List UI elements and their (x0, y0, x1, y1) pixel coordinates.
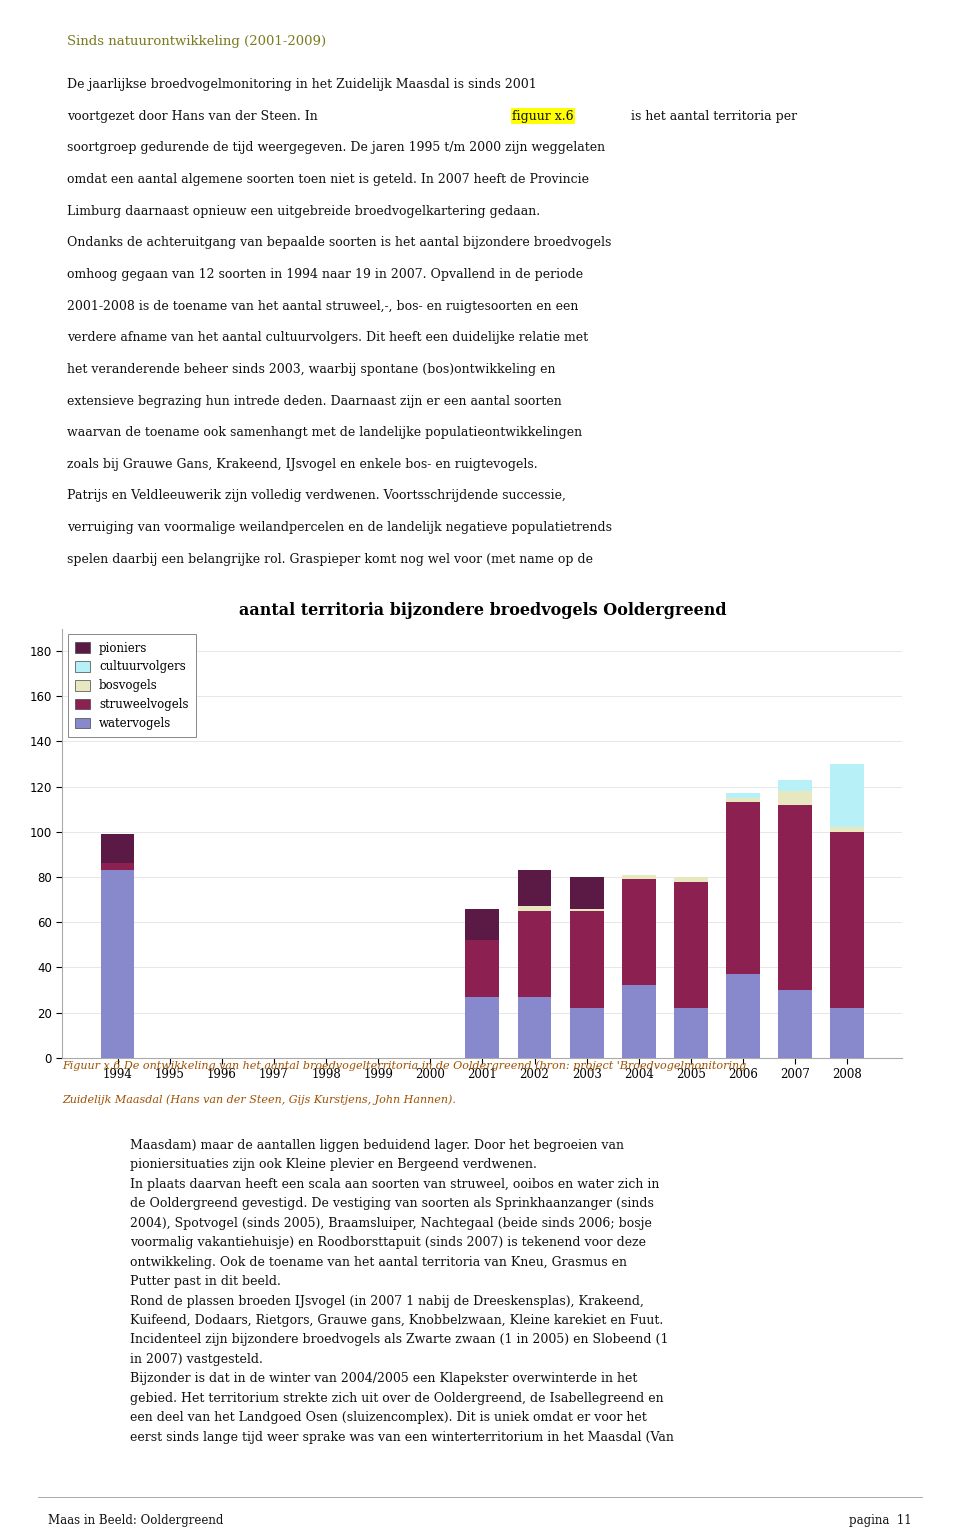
Bar (830, 828, 864, 832)
Text: Rond de plassen broeden IJsvogel (in 2007 1 nabij de Dreeskensplas), Krakeend,: Rond de plassen broeden IJsvogel (in 200… (130, 1294, 643, 1308)
Bar (726, 973, 760, 1058)
Text: zoals bij Grauwe Gans, Krakeend, IJsvogel en enkele bos- en ruigtevogels.: zoals bij Grauwe Gans, Krakeend, IJsvoge… (67, 458, 538, 471)
Bar (830, 832, 864, 1009)
Text: pioniersituaties zijn ook Kleine plevier en Bergeend verdwenen.: pioniersituaties zijn ook Kleine plevier… (130, 1159, 537, 1171)
Text: de Ooldergreend gevestigd. De vestiging van soorten als Sprinkhaanzanger (sinds: de Ooldergreend gevestigd. De vestiging … (130, 1197, 654, 1211)
Bar (726, 799, 760, 802)
Text: Ondanks de achteruitgang van bepaalde soorten is het aantal bijzondere broedvoge: Ondanks de achteruitgang van bepaalde so… (67, 236, 612, 250)
Text: In plaats daarvan heeft een scala aan soorten van struweel, ooibos en water zich: In plaats daarvan heeft een scala aan so… (130, 1177, 659, 1191)
Bar (622, 875, 656, 880)
Bar (466, 909, 499, 940)
Text: Sinds natuurontwikkeling (2001-2009): Sinds natuurontwikkeling (2001-2009) (67, 35, 326, 48)
Bar (622, 880, 656, 986)
Text: eerst sinds lange tijd weer sprake was van een winterterritorium in het Maasdal : eerst sinds lange tijd weer sprake was v… (130, 1430, 674, 1444)
Text: Putter past in dit beeld.: Putter past in dit beeld. (130, 1275, 280, 1288)
Bar (101, 863, 134, 871)
Text: Kuifeend, Dodaars, Rietgors, Grauwe gans, Knobbelzwaan, Kleine karekiet en Fuut.: Kuifeend, Dodaars, Rietgors, Grauwe gans… (130, 1314, 662, 1328)
Text: soortgroep gedurende de tijd weergegeven. De jaren 1995 t/m 2000 zijn weggelaten: soortgroep gedurende de tijd weergegeven… (67, 141, 606, 155)
Bar (517, 906, 551, 911)
Text: in 2007) vastgesteld.: in 2007) vastgesteld. (130, 1354, 262, 1366)
Text: Limburg daarnaast opnieuw een uitgebreide broedvogelkartering gedaan.: Limburg daarnaast opnieuw een uitgebreid… (67, 204, 540, 218)
Text: Bijzonder is dat in de winter van 2004/2005 een Klapekster overwinterde in het: Bijzonder is dat in de winter van 2004/2… (130, 1372, 637, 1386)
Text: gebied. Het territorium strekte zich uit over de Ooldergreend, de Isabellegreend: gebied. Het territorium strekte zich uit… (130, 1392, 663, 1404)
Text: ontwikkeling. Ook de toename van het aantal territoria van Kneu, Grasmus en: ontwikkeling. Ook de toename van het aan… (130, 1256, 627, 1269)
Bar (830, 763, 864, 828)
Bar (569, 1009, 604, 1058)
Text: verdere afname van het aantal cultuurvolgers. Dit heeft een duidelijke relatie m: verdere afname van het aantal cultuurvol… (67, 331, 588, 345)
Bar (517, 996, 551, 1058)
Text: een deel van het Landgoed Osen (sluizencomplex). Dit is uniek omdat er voor het: een deel van het Landgoed Osen (sluizenc… (130, 1412, 646, 1424)
Bar (569, 909, 604, 911)
Text: het veranderende beheer sinds 2003, waarbij spontane (bos)ontwikkeling en: het veranderende beheer sinds 2003, waar… (67, 363, 556, 376)
Text: Patrijs en Veldleeuwerik zijn volledig verdwenen. Voortsschrijdende successie,: Patrijs en Veldleeuwerik zijn volledig v… (67, 489, 566, 503)
Bar (517, 871, 551, 906)
Bar (674, 877, 708, 881)
Bar (569, 877, 604, 909)
Text: spelen daarbij een belangrijke rol. Graspieper komt nog wel voor (met name op de: spelen daarbij een belangrijke rol. Gras… (67, 553, 593, 566)
Text: voormalig vakantiehuisje) en Roodborsttapuit (sinds 2007) is tekenend voor deze: voormalig vakantiehuisje) en Roodborstta… (130, 1236, 645, 1249)
Title: aantal territoria bijzondere broedvogels Ooldergreend: aantal territoria bijzondere broedvogels… (239, 601, 726, 619)
Text: De jaarlijkse broedvogelmonitoring in het Zuidelijk Maasdal is sinds 2001: De jaarlijkse broedvogelmonitoring in he… (67, 78, 537, 90)
Bar (622, 986, 656, 1058)
Text: is het aantal territoria per: is het aantal territoria per (627, 110, 797, 123)
Bar (466, 940, 499, 996)
Bar (101, 871, 134, 1058)
Text: omdat een aantal algemene soorten toen niet is geteld. In 2007 heeft de Provinci: omdat een aantal algemene soorten toen n… (67, 173, 589, 185)
Bar (779, 791, 812, 805)
Legend: pioniers, cultuurvolgers, bosvogels, struweelvogels, watervogels: pioniers, cultuurvolgers, bosvogels, str… (68, 635, 196, 737)
Bar (830, 1009, 864, 1058)
Text: 2001-2008 is de toename van het aantal struweel,-, bos- en ruigtesoorten en een: 2001-2008 is de toename van het aantal s… (67, 299, 579, 313)
Text: Zuidelijk Maasdal (Hans van der Steen, Gijs Kurstjens, John Hannen).: Zuidelijk Maasdal (Hans van der Steen, G… (62, 1095, 456, 1105)
Text: figuur x.6: figuur x.6 (513, 110, 574, 123)
Text: 2004), Spotvogel (sinds 2005), Braamsluiper, Nachtegaal (beide sinds 2006; bosje: 2004), Spotvogel (sinds 2005), Braamslui… (130, 1217, 652, 1229)
Bar (569, 911, 604, 1009)
Bar (466, 996, 499, 1058)
Text: Incidenteel zijn bijzondere broedvogels als Zwarte zwaan (1 in 2005) en Slobeend: Incidenteel zijn bijzondere broedvogels … (130, 1334, 668, 1346)
Text: pagina  11: pagina 11 (850, 1515, 912, 1527)
Text: Maasdam) maar de aantallen liggen beduidend lager. Door het begroeien van: Maasdam) maar de aantallen liggen beduid… (130, 1139, 624, 1151)
Text: waarvan de toename ook samenhangt met de landelijke populatieontwikkelingen: waarvan de toename ook samenhangt met de… (67, 426, 583, 438)
Text: verruiging van voormalige weilandpercelen en de landelijk negatieve populatietre: verruiging van voormalige weilandpercele… (67, 521, 612, 533)
Bar (517, 911, 551, 996)
Bar (726, 802, 760, 973)
Text: voortgezet door Hans van der Steen. In: voortgezet door Hans van der Steen. In (67, 110, 322, 123)
Bar (779, 990, 812, 1058)
Bar (779, 805, 812, 990)
Text: extensieve begrazing hun intrede deden. Daarnaast zijn er een aantal soorten: extensieve begrazing hun intrede deden. … (67, 394, 562, 408)
Bar (101, 834, 134, 863)
Bar (674, 881, 708, 1009)
Bar (779, 780, 812, 791)
Text: omhoog gegaan van 12 soorten in 1994 naar 19 in 2007. Opvallend in de periode: omhoog gegaan van 12 soorten in 1994 naa… (67, 268, 584, 281)
Bar (726, 794, 760, 799)
Text: Maas in Beeld: Ooldergreend: Maas in Beeld: Ooldergreend (48, 1515, 224, 1527)
Text: Figuur x.6 De ontwikkeling van het aantal broedvogelterritoria in de Ooldergreen: Figuur x.6 De ontwikkeling van het aanta… (62, 1061, 747, 1072)
Bar (674, 1009, 708, 1058)
